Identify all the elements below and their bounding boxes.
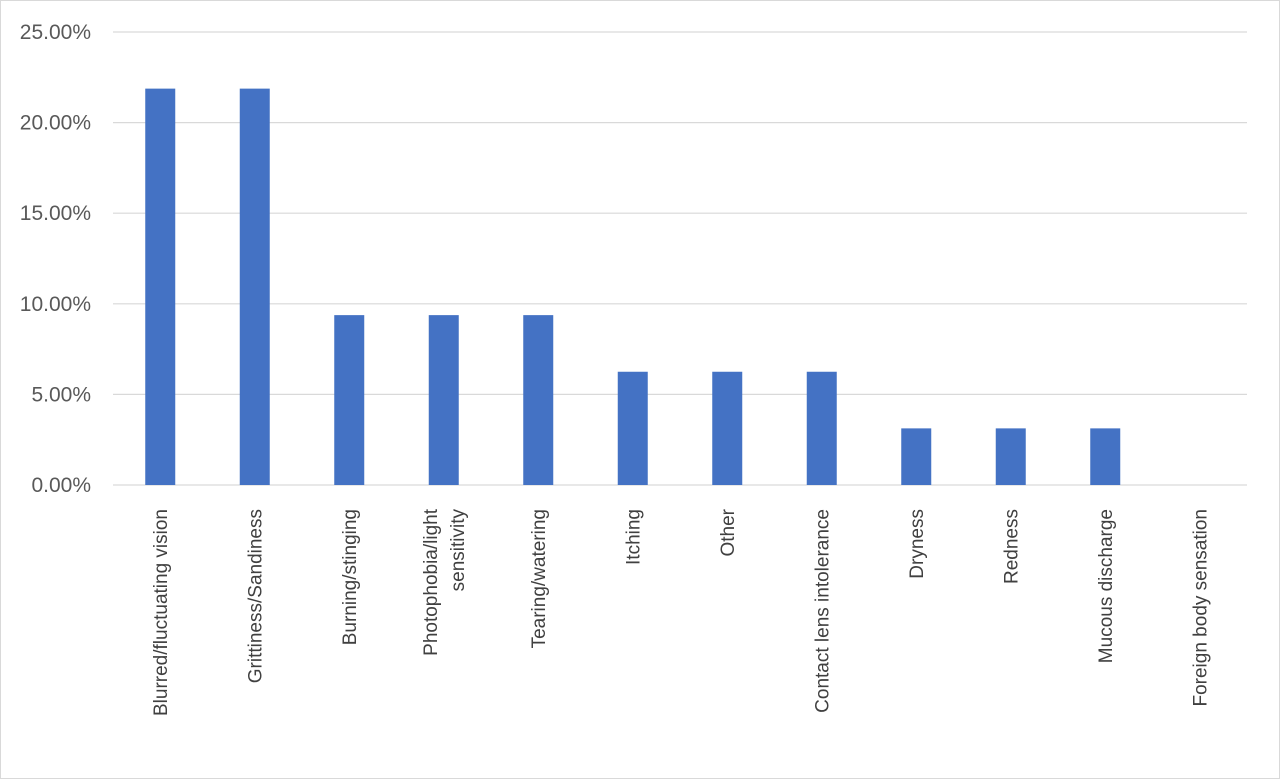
category-label-line: Foreign body sensation	[1190, 509, 1211, 707]
category-label-line: Redness	[1001, 509, 1022, 584]
gridlines	[113, 31, 1247, 486]
category-label: Dryness	[907, 509, 928, 579]
category-label-line: Other	[718, 508, 739, 556]
bar	[145, 88, 176, 485]
category-label-line: Mucous discharge	[1096, 509, 1117, 663]
category-label-line: sensitivity	[448, 509, 469, 592]
category-label: Contact lens intolerance	[812, 509, 833, 713]
y-axis-tick-labels: 0.00% 5.00% 10.00% 15.00% 20.00% 25.00%	[20, 21, 91, 497]
bar	[239, 88, 270, 485]
category-label-line: Contact lens intolerance	[812, 509, 833, 713]
y-tick-label: 5.00%	[31, 383, 91, 406]
category-label-line: Dryness	[907, 509, 928, 579]
category-label: Itching	[623, 509, 644, 565]
category-label: Tearing/watering	[529, 509, 550, 648]
bar	[523, 315, 554, 485]
category-label-line: Photophobia/light	[421, 508, 442, 656]
category-label: Mucous discharge	[1096, 509, 1117, 663]
category-label-line: Grittiness/Sandiness	[245, 509, 266, 683]
x-axis-category-labels: Blurred/fluctuating vision Grittiness/San…	[151, 508, 1212, 716]
category-label: Redness	[1001, 509, 1022, 584]
bar	[806, 371, 837, 485]
bars	[145, 88, 1121, 485]
bar	[334, 315, 365, 485]
bar	[1090, 428, 1121, 485]
y-tick-label: 0.00%	[31, 474, 91, 497]
y-tick-label: 20.00%	[20, 112, 91, 135]
category-label-line: Blurred/fluctuating vision	[151, 509, 172, 716]
category-label: Burning/stinging	[340, 509, 361, 645]
category-label: Blurred/fluctuating vision	[151, 509, 172, 716]
bar	[995, 428, 1026, 485]
category-label-line: Tearing/watering	[529, 509, 550, 648]
category-label-line: Itching	[623, 509, 644, 565]
y-tick-label: 10.00%	[20, 293, 91, 316]
category-label: Foreign body sensation	[1190, 509, 1211, 707]
category-label: Other	[718, 508, 739, 556]
category-label: Photophobia/light sensitivity	[421, 508, 469, 656]
bar	[617, 371, 648, 485]
bar	[901, 428, 932, 485]
bar	[712, 371, 743, 485]
y-tick-label: 15.00%	[20, 202, 91, 225]
y-tick-label: 25.00%	[20, 21, 91, 44]
bar	[428, 315, 459, 485]
category-label: Grittiness/Sandiness	[245, 509, 266, 683]
category-label-line: Burning/stinging	[340, 509, 361, 645]
